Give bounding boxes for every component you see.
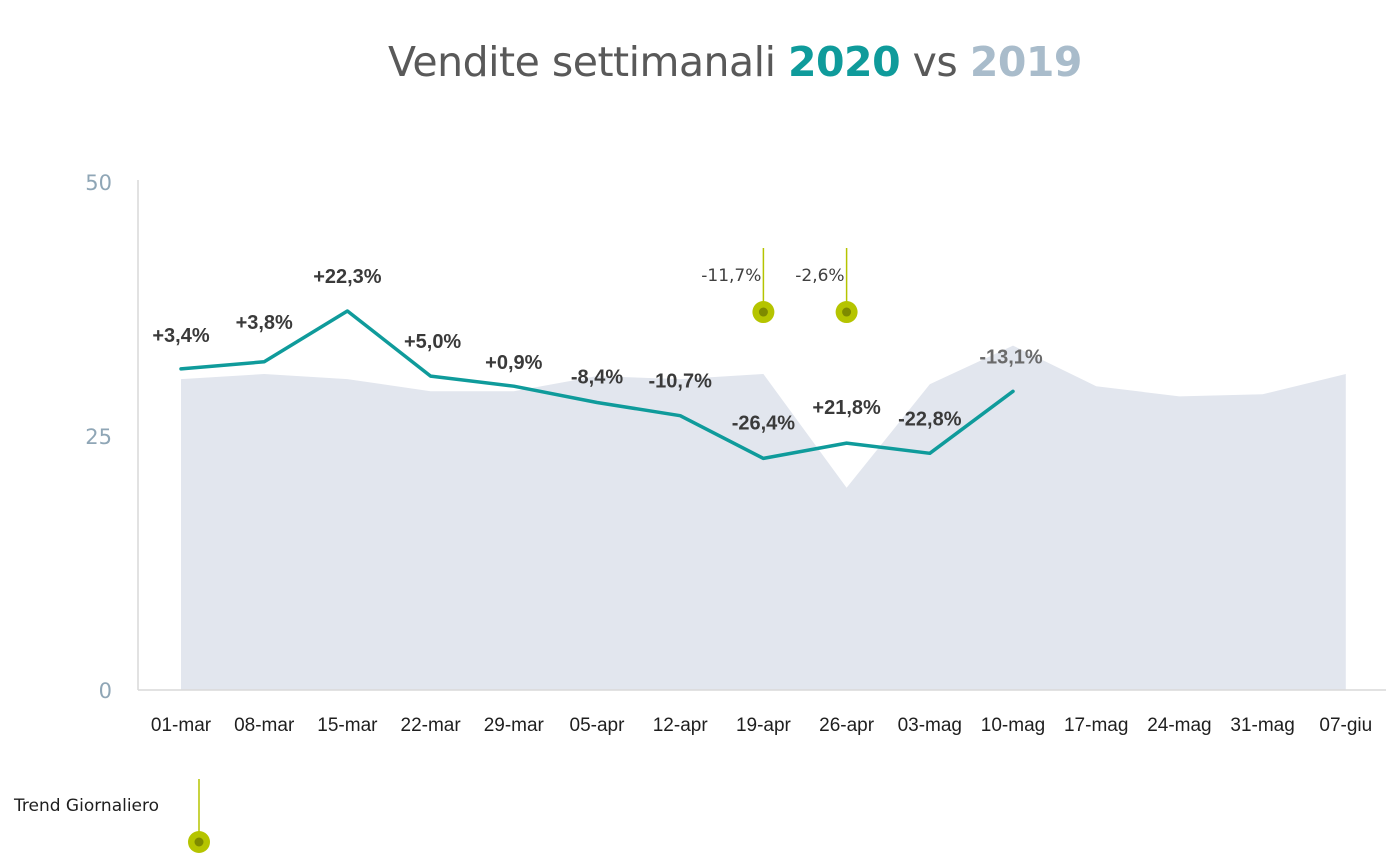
annotation-label: -11,7% [701,266,761,286]
x-tick-label: 24-mag [1147,715,1211,736]
x-tick-label: 26-apr [819,715,875,736]
x-tick-label: 17-mag [1064,715,1128,736]
x-tick-label: 19-apr [736,715,792,736]
x-tick-label: 12-apr [653,715,709,736]
x-tick-label: 15-mar [317,715,378,736]
x-tick-label: 03-mag [898,715,962,736]
x-tick-label: 05-apr [570,715,626,736]
data-label-2020: +22,3% [313,266,382,288]
chart-title: Vendite settimanali 2020 vs 2019 [0,38,1393,86]
data-label-2020: -8,4% [571,366,623,388]
data-label-2020: +3,8% [236,312,293,334]
annotation-label: -2,6% [795,266,844,286]
series-2020-line [179,309,1015,461]
annotation-marker-core [842,307,852,317]
series-2019-area [181,345,1346,690]
x-tick-label: 22-mar [401,715,462,736]
chart-title-prefix: Vendite settimanali [388,38,788,86]
data-label-2020: -10,7% [649,371,713,393]
data-label-2020: +0,9% [485,352,542,374]
x-tick-label: 10-mag [981,715,1045,736]
x-tick-label: 31-mag [1230,715,1294,736]
data-label-2020: -26,4% [732,412,796,434]
chart-title-year-2019: 2019 [969,38,1083,86]
chart-title-vs: vs [900,38,970,86]
y-tick-label: 50 [85,171,112,195]
data-label-2020: -13,1% [979,346,1043,368]
y-tick-label: 25 [85,425,112,449]
annotation-marker-core [758,307,768,317]
legend-trend-label: Trend Giornaliero [14,796,160,816]
x-tick-label: 07-giu [1319,715,1372,736]
data-label-2020: +5,0% [404,331,461,353]
legend-marker-core [194,837,204,847]
data-label-2020: +21,8% [812,397,881,419]
x-tick-label: 29-mar [484,715,545,736]
data-label-2020: -22,8% [898,408,962,430]
y-tick-label: 0 [99,679,112,703]
x-tick-label: 08-mar [234,715,295,736]
x-tick-label: 01-mar [151,715,212,736]
chart-title-year-2020: 2020 [788,38,901,86]
data-label-2020: +3,4% [152,325,209,347]
